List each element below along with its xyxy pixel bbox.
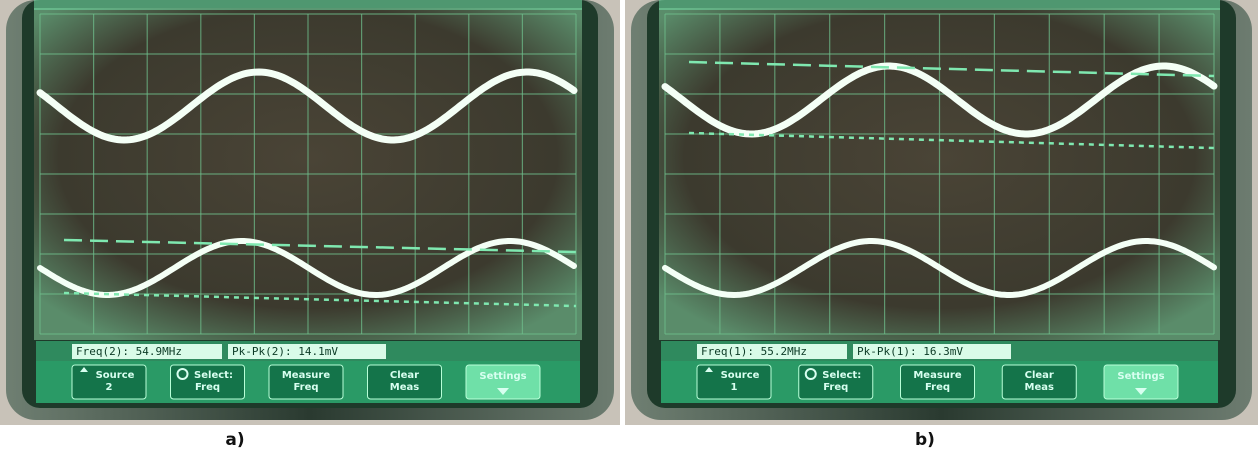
softkey-label: Meas (390, 382, 419, 393)
caption: a) (225, 430, 244, 450)
softkey-label: Meas (1025, 382, 1054, 393)
softkey-label: Freq (293, 382, 318, 393)
softkey-label: Source (721, 370, 760, 381)
measurement-text: Freq(1): 55.2MHz (701, 345, 807, 358)
status-bar (34, 0, 582, 10)
softkey-label: Freq (195, 382, 220, 393)
status-bar (659, 0, 1220, 10)
softkey-label: Source (96, 370, 135, 381)
measurement-text: Pk-Pk(1): 16.3mV (857, 345, 963, 358)
softkey-label: Measure (282, 370, 330, 381)
softkey-label: Clear (1025, 370, 1054, 381)
softkey-label: Clear (390, 370, 419, 381)
caption: b) (915, 430, 935, 450)
softkey-label: Settings (479, 371, 526, 382)
measurement-text: Freq(2): 54.9MHz (76, 345, 182, 358)
softkey-label: Freq (925, 382, 950, 393)
softkey-label: Select: (194, 370, 233, 381)
softkey-label: 2 (106, 382, 113, 393)
softkey-label: 1 (731, 382, 738, 393)
softkey-label: Measure (913, 370, 961, 381)
measurement-text: Pk-Pk(2): 14.1mV (232, 345, 338, 358)
oscilloscope-photos: Freq(2): 54.9MHzPk-Pk(2): 14.1mVSource2S… (0, 0, 1258, 460)
softkey-label: Freq (823, 382, 848, 393)
softkey-label: Settings (1117, 371, 1164, 382)
softkey-label: Select: (822, 370, 861, 381)
